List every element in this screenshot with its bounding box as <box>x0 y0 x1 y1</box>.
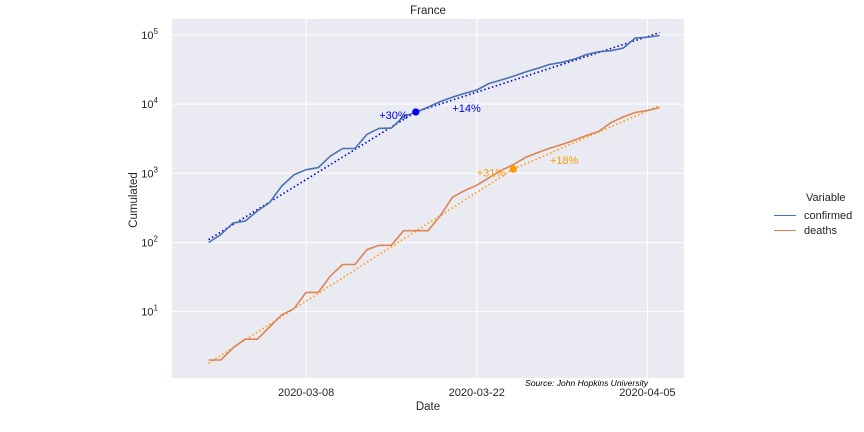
annotations: +30% +14% +31% +18% <box>379 103 578 180</box>
legend-label-deaths: deaths <box>804 224 838 237</box>
series-line-deaths <box>208 106 660 361</box>
legend-item-deaths: deaths <box>774 223 852 238</box>
annotation-label: +18% <box>550 155 579 167</box>
legend-swatch-deaths <box>774 230 796 231</box>
x-axis-label: Date <box>416 401 440 413</box>
annotation-label: +31% <box>477 168 506 180</box>
legend-title: Variable <box>806 192 846 204</box>
x-axis: 2020-03-08 2020-03-22 2020-04-05 <box>278 387 676 399</box>
plot-background <box>172 19 684 378</box>
series-line-confirmed <box>208 34 660 244</box>
annotation-label: +14% <box>452 103 481 115</box>
legend-swatch-confirmed <box>774 215 796 216</box>
markers <box>412 108 517 173</box>
x-tick-label: 2020-03-08 <box>278 387 334 399</box>
series-lines <box>208 34 660 361</box>
chart-title: France <box>410 5 446 17</box>
trend-lines <box>208 31 660 364</box>
y-tick-label: 101 <box>141 304 158 319</box>
legend-item-confirmed: confirmed <box>774 208 852 223</box>
y-tick-label: 102 <box>141 234 158 249</box>
source-note: Source: John Hopkins University <box>525 378 649 388</box>
y-axis: 101 102 103 104 105 <box>141 27 158 319</box>
grid <box>172 19 684 378</box>
legend: Variable confirmed deaths <box>774 192 852 238</box>
y-tick-label: 103 <box>141 165 158 180</box>
y-tick-label: 104 <box>141 96 158 111</box>
legend-label-confirmed: confirmed <box>804 209 853 222</box>
y-axis-label: Cumulated <box>128 172 140 228</box>
x-tick-label: 2020-04-05 <box>619 387 675 399</box>
trend-line-deaths <box>513 104 660 170</box>
marker-confirmed <box>412 108 420 116</box>
trend-line-deaths <box>208 168 514 364</box>
y-tick-label: 105 <box>141 27 158 42</box>
trend-line-confirmed <box>208 111 417 241</box>
annotation-label: +30% <box>379 110 408 122</box>
marker-deaths <box>509 165 517 173</box>
trend-line-confirmed <box>415 31 660 113</box>
x-tick-label: 2020-03-22 <box>449 387 505 399</box>
